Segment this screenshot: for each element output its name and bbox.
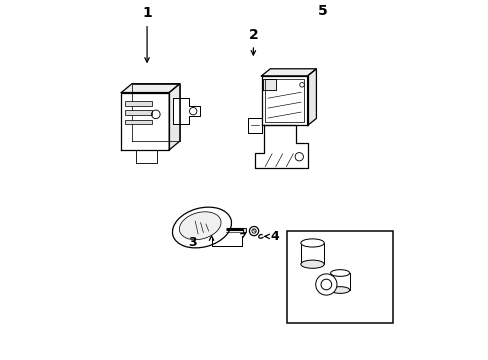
Ellipse shape xyxy=(330,270,349,276)
Polygon shape xyxy=(121,84,180,93)
Ellipse shape xyxy=(172,207,231,248)
Polygon shape xyxy=(247,117,262,134)
Bar xyxy=(125,101,151,106)
Circle shape xyxy=(315,274,336,295)
Polygon shape xyxy=(261,69,316,76)
Bar xyxy=(125,110,151,115)
Ellipse shape xyxy=(300,260,324,268)
Ellipse shape xyxy=(330,287,349,293)
Polygon shape xyxy=(132,84,180,141)
Circle shape xyxy=(321,279,331,290)
Bar xyxy=(243,228,245,233)
Text: 1: 1 xyxy=(142,6,152,20)
Text: 5: 5 xyxy=(317,4,326,18)
Ellipse shape xyxy=(300,239,324,247)
Bar xyxy=(264,79,304,122)
Polygon shape xyxy=(173,98,200,124)
Bar xyxy=(330,273,349,290)
Polygon shape xyxy=(121,93,169,150)
Circle shape xyxy=(249,226,258,236)
Text: 4: 4 xyxy=(269,230,278,243)
Bar xyxy=(286,231,392,323)
Ellipse shape xyxy=(179,212,221,240)
Bar xyxy=(300,243,324,264)
Text: 3: 3 xyxy=(188,235,196,248)
Text: 2: 2 xyxy=(248,27,258,41)
Polygon shape xyxy=(254,126,307,168)
Polygon shape xyxy=(136,150,157,163)
Polygon shape xyxy=(263,79,276,90)
Polygon shape xyxy=(307,69,316,126)
Bar xyxy=(125,120,151,124)
Polygon shape xyxy=(261,76,307,126)
Polygon shape xyxy=(169,84,180,150)
